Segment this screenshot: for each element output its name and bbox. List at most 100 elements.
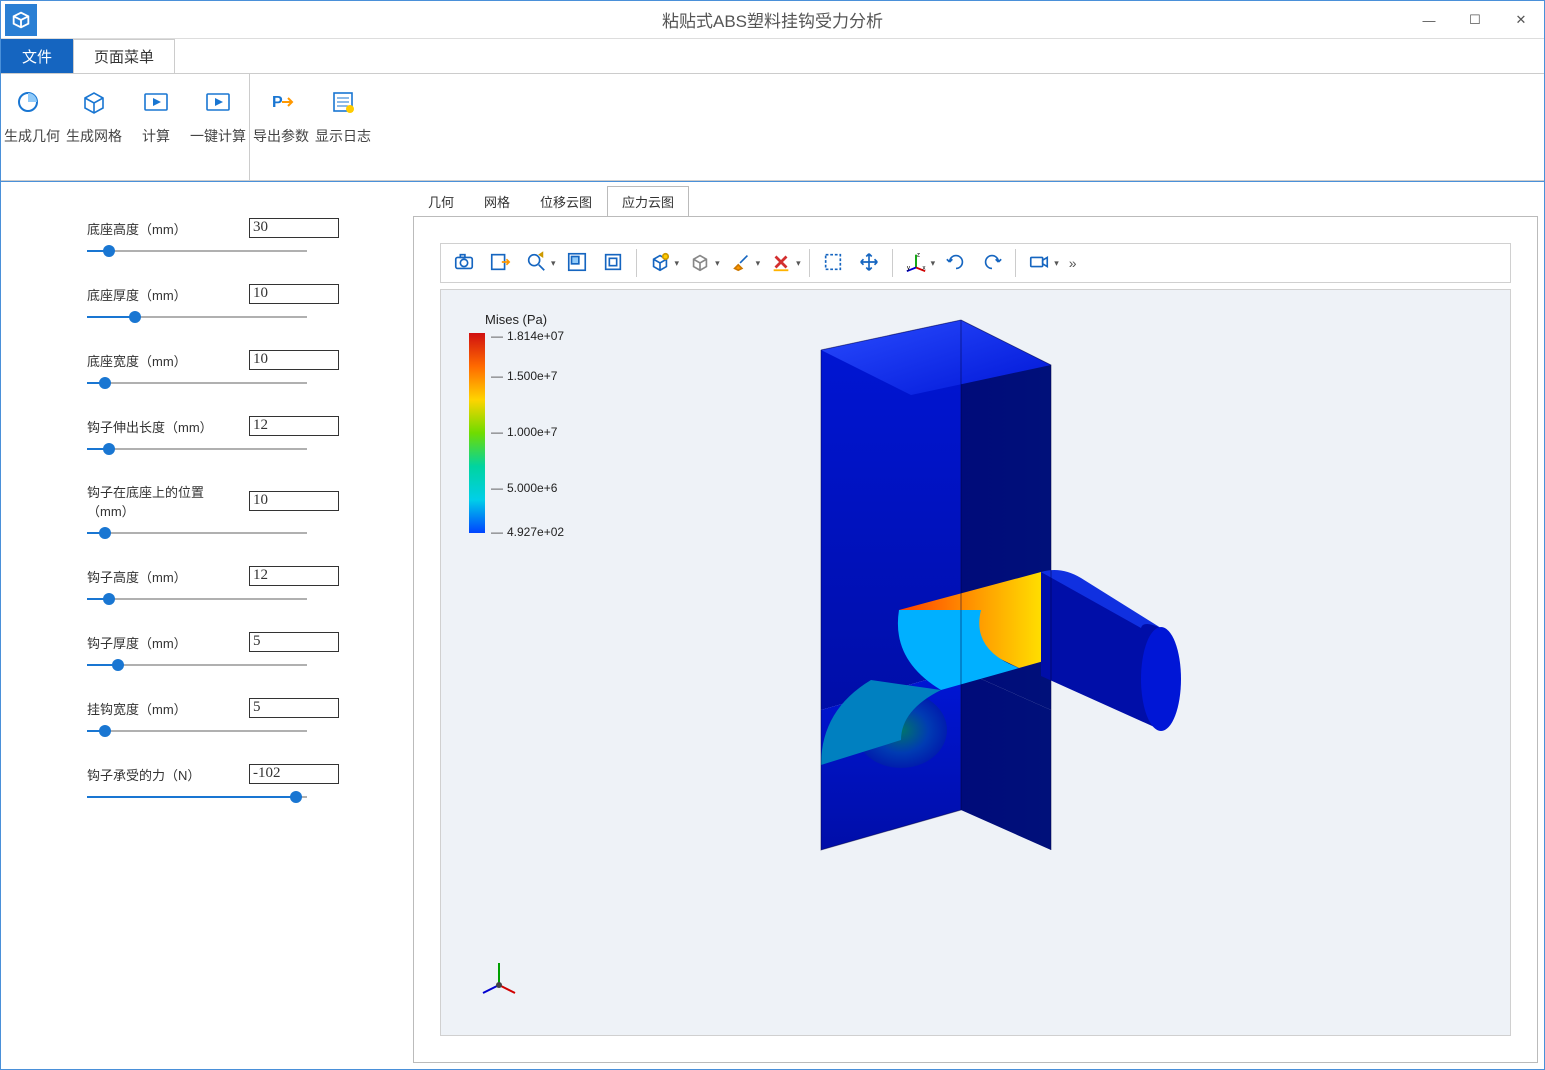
param-label: 钩子在底座上的位置（mm） xyxy=(87,482,237,520)
render-area[interactable]: Mises (Pa) 1.814e+07 1.500e+7 1.000e+7 5… xyxy=(440,289,1511,1036)
view-tab[interactable]: 几何 xyxy=(413,186,469,216)
app-icon xyxy=(5,4,37,36)
dropdown-caret-icon[interactable]: ▾ xyxy=(756,258,761,269)
ribbon-label: 生成网格 xyxy=(66,126,122,146)
param-row: 底座宽度（mm） 10 xyxy=(87,350,397,392)
cube-icon xyxy=(79,86,109,118)
param-input[interactable]: 12 xyxy=(249,416,339,436)
menubar: 文件 页面菜单 xyxy=(1,39,1544,73)
menu-page[interactable]: 页面菜单 xyxy=(73,39,175,73)
ribbon-cube[interactable]: 生成网格 xyxy=(63,80,125,174)
close-button[interactable]: ✕ xyxy=(1498,1,1544,39)
zoom-region-icon xyxy=(566,251,588,276)
param-input[interactable]: -102 xyxy=(249,764,339,784)
toolbar-separator xyxy=(892,249,893,277)
camera-button[interactable] xyxy=(447,246,481,280)
zoom-region-button[interactable] xyxy=(560,246,594,280)
toolbar-overflow-button[interactable]: » xyxy=(1063,255,1083,271)
cube-wire-button[interactable] xyxy=(683,246,717,280)
frame-button[interactable] xyxy=(596,246,630,280)
view-tab[interactable]: 应力云图 xyxy=(607,186,689,216)
axes-button[interactable]: zxy xyxy=(899,246,933,280)
svg-text:z: z xyxy=(917,251,920,258)
brush-button[interactable] xyxy=(724,246,758,280)
record-button[interactable] xyxy=(1022,246,1056,280)
move-icon xyxy=(858,251,880,276)
select-rect-button[interactable] xyxy=(816,246,850,280)
dropdown-caret-icon[interactable]: ▾ xyxy=(551,258,556,269)
legend-bar xyxy=(469,333,485,533)
rotate-ccw-button[interactable] xyxy=(975,246,1009,280)
ribbon-log[interactable]: 显示日志 xyxy=(312,80,374,174)
cube-wire-icon xyxy=(689,251,711,276)
dropdown-caret-icon[interactable]: ▾ xyxy=(675,258,680,269)
titlebar: 粘贴式ABS塑料挂钩受力分析 — ☐ ✕ xyxy=(1,1,1544,39)
dropdown-caret-icon[interactable]: ▾ xyxy=(1054,258,1059,269)
color-legend: Mises (Pa) 1.814e+07 1.500e+7 1.000e+7 5… xyxy=(469,312,547,533)
param-label: 底座厚度（mm） xyxy=(87,285,237,304)
param-slider[interactable] xyxy=(87,524,307,542)
ribbon-export[interactable]: P 导出参数 xyxy=(250,80,312,174)
rotate-cw-button[interactable] xyxy=(939,246,973,280)
view-tab[interactable]: 网格 xyxy=(469,186,525,216)
select-rect-icon xyxy=(822,251,844,276)
param-input[interactable]: 5 xyxy=(249,632,339,652)
param-label: 底座高度（mm） xyxy=(87,219,237,238)
dropdown-caret-icon[interactable]: ▾ xyxy=(715,258,720,269)
dropdown-caret-icon[interactable]: ▾ xyxy=(931,258,936,269)
param-slider[interactable] xyxy=(87,374,307,392)
camera-icon xyxy=(453,251,475,276)
zoom-icon xyxy=(525,251,547,276)
param-slider[interactable] xyxy=(87,440,307,458)
zoom-button[interactable] xyxy=(519,246,553,280)
ribbon-play[interactable]: 一键计算 xyxy=(187,80,249,174)
param-row: 钩子厚度（mm）5 xyxy=(87,632,397,674)
rotate-cw-icon xyxy=(945,251,967,276)
delete-x-button[interactable] xyxy=(764,246,798,280)
param-label: 钩子伸出长度（mm） xyxy=(87,417,237,436)
maximize-button[interactable]: ☐ xyxy=(1452,1,1498,39)
parameter-panel: 底座高度（mm） 30 底座厚度（mm） 10 底座宽度（mm） 10 钩子伸出长度（mm）… xyxy=(7,188,407,1063)
view-tab[interactable]: 位移云图 xyxy=(525,186,607,216)
legend-min: 4.927e+02 xyxy=(491,525,564,539)
param-input[interactable]: 10 xyxy=(249,350,339,370)
cube-view-icon xyxy=(649,251,671,276)
ribbon-label: 显示日志 xyxy=(315,126,371,146)
rotate-ccw-icon xyxy=(981,251,1003,276)
model-render xyxy=(641,310,1201,870)
window-title: 粘贴式ABS塑料挂钩受力分析 xyxy=(1,7,1544,32)
export-image-icon xyxy=(489,251,511,276)
param-slider[interactable] xyxy=(87,722,307,740)
param-row: 钩子承受的力（N）-102 xyxy=(87,764,397,806)
dropdown-caret-icon[interactable]: ▾ xyxy=(796,258,801,269)
ribbon-play[interactable]: 计算 xyxy=(125,80,187,174)
param-slider[interactable] xyxy=(87,590,307,608)
move-button[interactable] xyxy=(852,246,886,280)
param-input[interactable]: 12 xyxy=(249,566,339,586)
toolbar-separator xyxy=(809,249,810,277)
legend-tick: 1.000e+7 xyxy=(491,425,557,439)
svg-text:x: x xyxy=(922,264,926,271)
cube-view-button[interactable] xyxy=(643,246,677,280)
ribbon-label: 生成几何 xyxy=(4,126,60,146)
param-input[interactable]: 5 xyxy=(249,698,339,718)
param-slider[interactable] xyxy=(87,656,307,674)
param-input[interactable]: 30 xyxy=(249,218,339,238)
ribbon-shape[interactable]: 生成几何 xyxy=(1,80,63,174)
param-slider[interactable] xyxy=(87,242,307,260)
param-input[interactable]: 10 xyxy=(249,491,339,511)
minimize-button[interactable]: — xyxy=(1406,1,1452,39)
ribbon-label: 导出参数 xyxy=(253,126,309,146)
export-image-button[interactable] xyxy=(483,246,517,280)
menu-file[interactable]: 文件 xyxy=(1,39,73,73)
brush-icon xyxy=(730,251,752,276)
param-slider[interactable] xyxy=(87,788,307,806)
svg-text:P: P xyxy=(272,94,283,111)
param-input[interactable]: 10 xyxy=(249,284,339,304)
param-label: 底座宽度（mm） xyxy=(87,351,237,370)
record-icon xyxy=(1028,251,1050,276)
param-slider[interactable] xyxy=(87,308,307,326)
workspace: 底座高度（mm） 30 底座厚度（mm） 10 底座宽度（mm） 10 钩子伸出长度（mm）… xyxy=(1,181,1544,1069)
toolbar-separator xyxy=(636,249,637,277)
delete-x-icon xyxy=(770,251,792,276)
